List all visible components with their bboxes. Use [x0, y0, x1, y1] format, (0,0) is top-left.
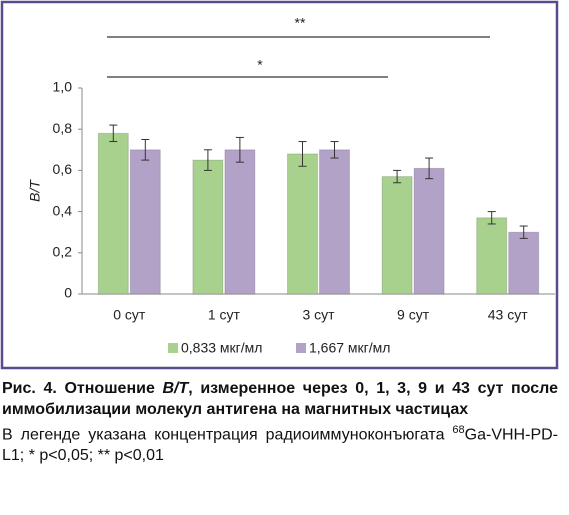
significance-label: **: [295, 15, 306, 31]
error-bar: [235, 136, 244, 163]
error-bar: [519, 225, 528, 239]
caption-note: Ga-VHH-PD-L1; * p<0,05; ** p<0,01: [2, 426, 558, 465]
error-bar: [141, 139, 150, 161]
x-tick-label: 9 сут: [397, 307, 430, 323]
caption-note: В легенде указана концентрация радиоимму…: [2, 426, 445, 444]
error-bar: [109, 124, 118, 143]
y-tick-label: 0,2: [53, 244, 73, 260]
x-tick-label: 0 сут: [113, 307, 146, 323]
y-tick-label: 0,6: [53, 161, 73, 177]
error-bar: [330, 141, 339, 159]
chart-frame: [0, 0, 559, 370]
caption-label: Рис. 4.: [2, 380, 57, 397]
y-axis-label: B/T: [27, 179, 43, 202]
x-tick-label: 1 сут: [208, 307, 241, 323]
bar: [508, 231, 540, 295]
caption: Рис. 4. Отношение B/T, измеренное через …: [2, 378, 558, 466]
y-tick-label: 0: [64, 285, 72, 301]
chart: B/T ** * 0 0,2 0,4 0,6 0,8 1,0 0 сут 1 сут 3 сут…: [0, 0, 559, 370]
error-bar: [298, 141, 307, 167]
bar: [381, 176, 413, 295]
legend-swatch: [296, 343, 306, 353]
error-bar: [393, 169, 402, 184]
y-tick-label: 1,0: [53, 79, 73, 95]
x-tick-label: 3 сут: [302, 307, 335, 323]
y-tick-label: 0,8: [53, 120, 73, 136]
error-bar: [425, 157, 434, 180]
bar: [476, 217, 508, 295]
y-tick-label: 0,4: [53, 202, 73, 218]
bar: [287, 153, 318, 295]
legend-label: 1,667 мкг/мл: [309, 340, 390, 356]
error-bar: [487, 211, 496, 225]
x-tick-label: 43 сут: [488, 307, 528, 323]
caption-title: Отношение: [64, 380, 163, 397]
bar: [319, 149, 350, 295]
bar: [192, 159, 224, 295]
legend-label: 0,833 мкг/мл: [181, 340, 262, 356]
bar: [413, 167, 445, 295]
caption-title: B/T: [162, 380, 189, 397]
bar: [129, 149, 161, 295]
caption-note: 68: [452, 424, 465, 436]
bar: [224, 149, 256, 295]
legend-swatch: [168, 343, 178, 353]
error-bar: [203, 149, 212, 171]
caption-title: , измеренное через 0, 1, 3, 9 и 43 сут п…: [2, 380, 559, 418]
significance-label: *: [257, 57, 263, 73]
bar: [97, 132, 129, 295]
